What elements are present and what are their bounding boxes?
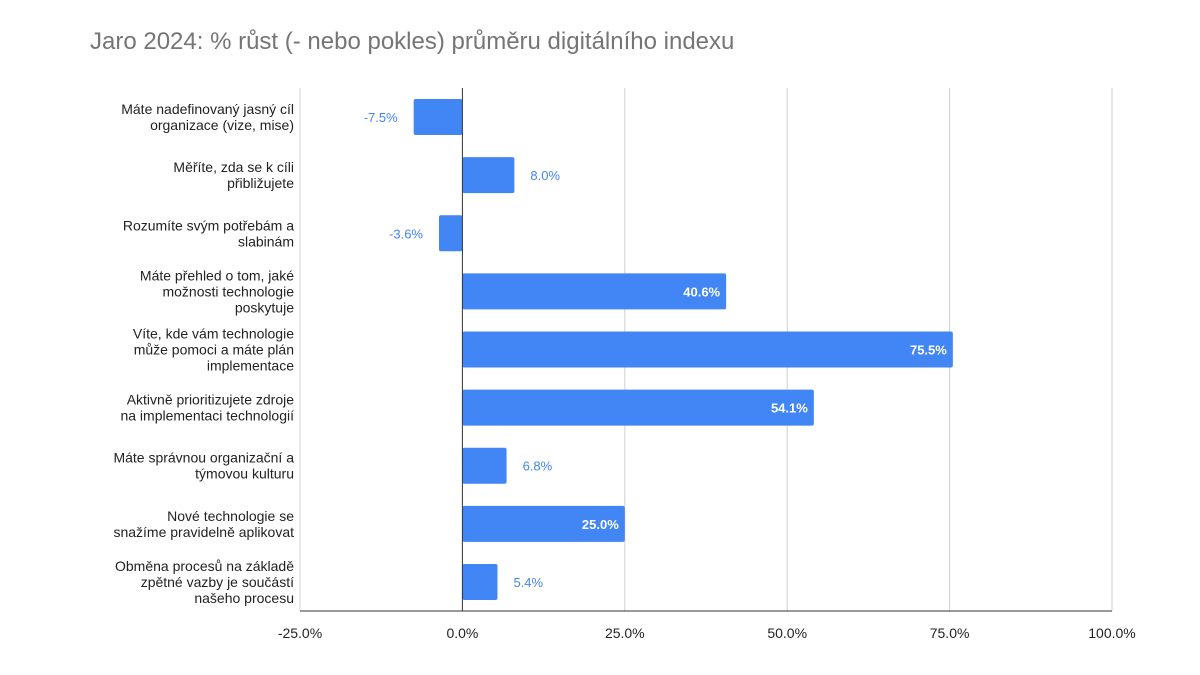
data-label: 5.4%: [513, 575, 543, 590]
data-label: 54.1%: [771, 401, 808, 416]
x-tick-label: -25.0%: [278, 625, 322, 641]
x-tick-label: 25.0%: [605, 625, 645, 641]
bar: [462, 447, 507, 484]
bar: [462, 389, 814, 426]
bar: [462, 505, 625, 542]
bar: [462, 157, 515, 194]
bar: [462, 273, 727, 310]
data-label: 25.0%: [582, 517, 619, 532]
category-label: Aktivně prioritizujete zdroje na implemen…: [120, 392, 294, 424]
category-label: Měříte, zda se k cíli přibližujete: [173, 159, 294, 191]
category-label: Máte přehled o tom, jaké možnosti technol…: [140, 267, 294, 315]
category-label: Nové technologie se snažíme pravidelně ap…: [113, 508, 294, 540]
data-label: 6.8%: [523, 459, 553, 474]
bar: [462, 331, 953, 368]
data-label: 40.6%: [683, 284, 720, 299]
data-label: 75.5%: [910, 343, 947, 358]
x-tick-label: 50.0%: [767, 625, 807, 641]
chart-title: Jaro 2024: % růst (- nebo pokles) průměr…: [90, 28, 735, 55]
data-label: -3.6%: [389, 226, 423, 241]
x-tick-label: 75.0%: [930, 625, 970, 641]
category-label: Rozumíte svým potřebám a slabinám: [123, 217, 294, 249]
bar: [439, 215, 463, 252]
data-label: 8.0%: [530, 168, 560, 183]
x-tick-label: 0.0%: [446, 625, 478, 641]
category-label: Víte, kde vám technologie může pomoci a m…: [133, 326, 294, 374]
category-label: Máte nadefinovaný jasný cíl organizace (v…: [121, 101, 294, 133]
bar: [413, 99, 463, 136]
x-tick-label: 100.0%: [1088, 625, 1135, 641]
category-label: Máte správnou organizační a týmovou kultu…: [113, 450, 294, 482]
category-label: Obměna procesů na základě zpětné vazby je…: [115, 558, 294, 606]
data-label: -7.5%: [364, 110, 398, 125]
bar: [462, 563, 498, 600]
